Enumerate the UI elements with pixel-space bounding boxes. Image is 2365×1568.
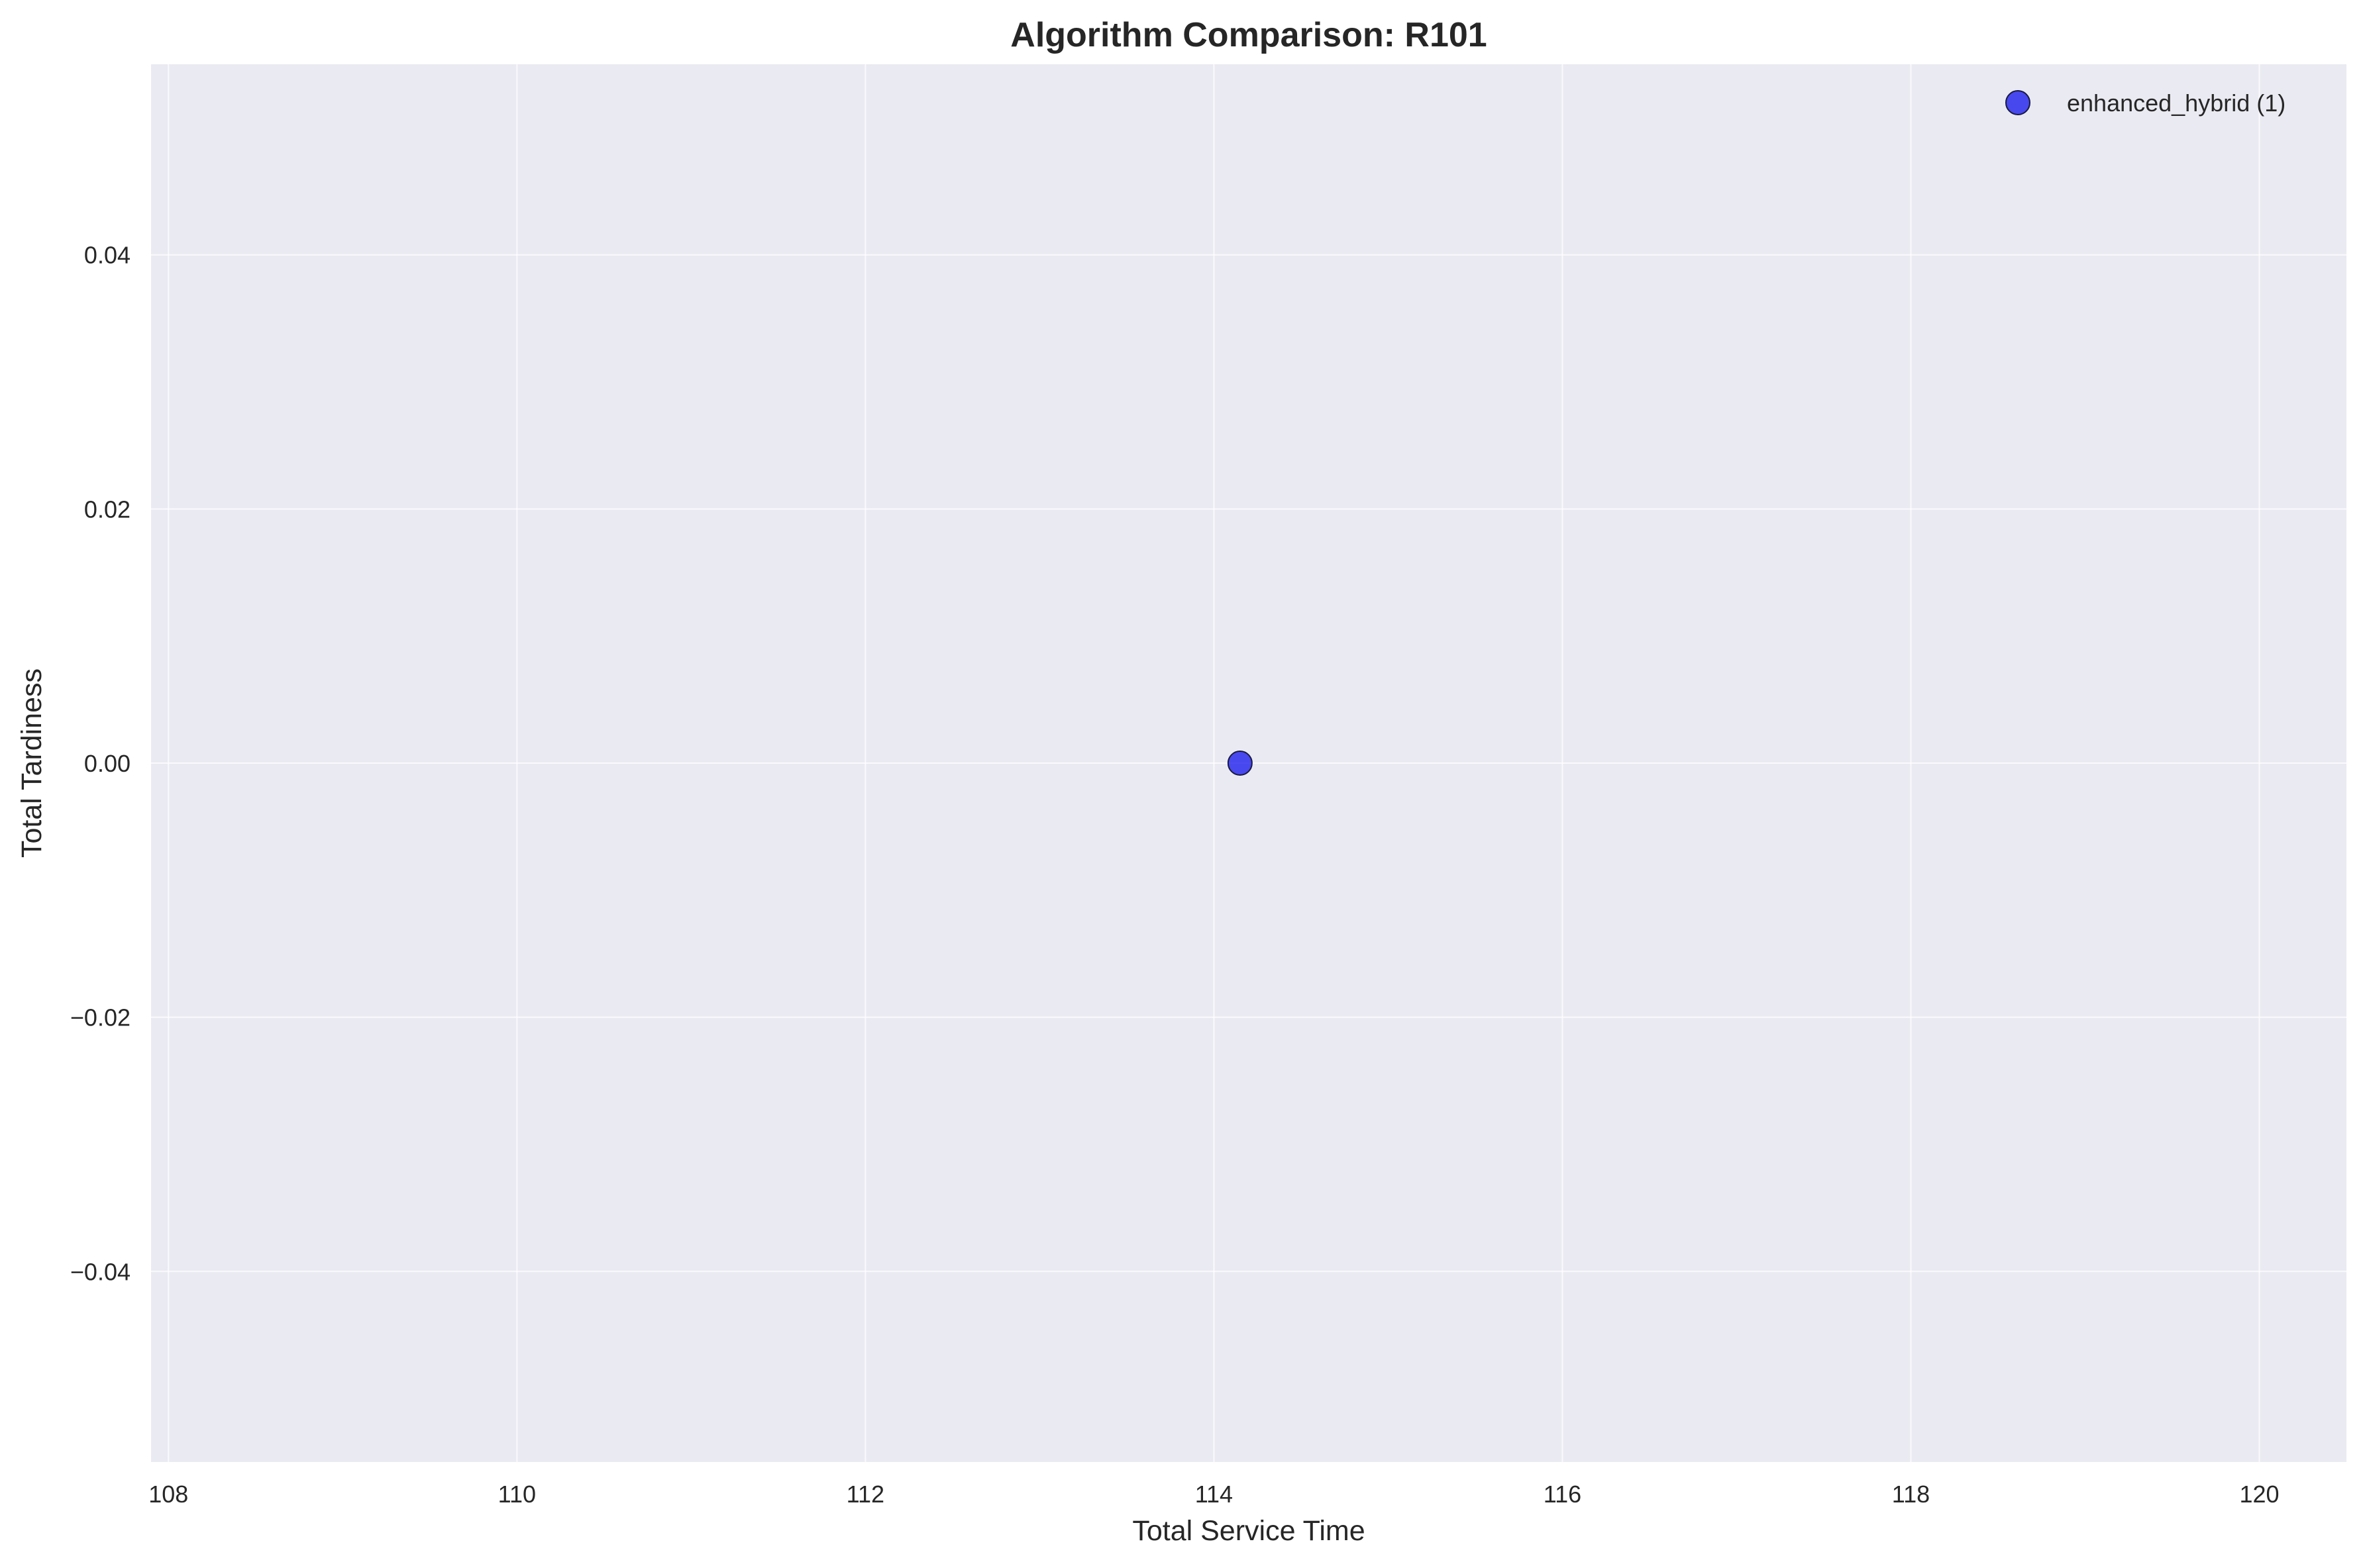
y-tick-label: 0.04 — [84, 242, 131, 269]
x-tick-label: 110 — [498, 1481, 536, 1508]
x-tick-label: 108 — [148, 1481, 188, 1508]
x-tick-label: 112 — [847, 1481, 884, 1508]
legend-marker — [2005, 90, 2030, 115]
y-tick-label: 0.00 — [84, 750, 131, 777]
legend-label: enhanced_hybrid (1) — [2067, 89, 2286, 117]
y-tick-labels: 0.04 0.02 0.00 −0.02 −0.04 — [70, 242, 131, 1286]
y-tick-label: −0.04 — [70, 1258, 131, 1285]
y-axis-label: Total Tardiness — [16, 668, 48, 858]
data-points — [1227, 751, 1253, 776]
chart-title: Algorithm Comparison: R101 — [1010, 16, 1487, 54]
x-tick-labels: 108 110 112 114 116 118 120 — [148, 1481, 2279, 1508]
x-tick-label: 116 — [1544, 1481, 1581, 1508]
legend: enhanced_hybrid (1) — [2005, 89, 2286, 117]
x-tick-label: 118 — [1892, 1481, 1930, 1508]
x-tick-label: 120 — [2239, 1481, 2279, 1508]
y-tick-label: −0.02 — [70, 1004, 131, 1031]
data-point — [1227, 751, 1253, 776]
x-tick-label: 114 — [1195, 1481, 1233, 1508]
x-axis-label: Total Service Time — [1132, 1515, 1365, 1547]
y-tick-label: 0.02 — [84, 496, 131, 523]
